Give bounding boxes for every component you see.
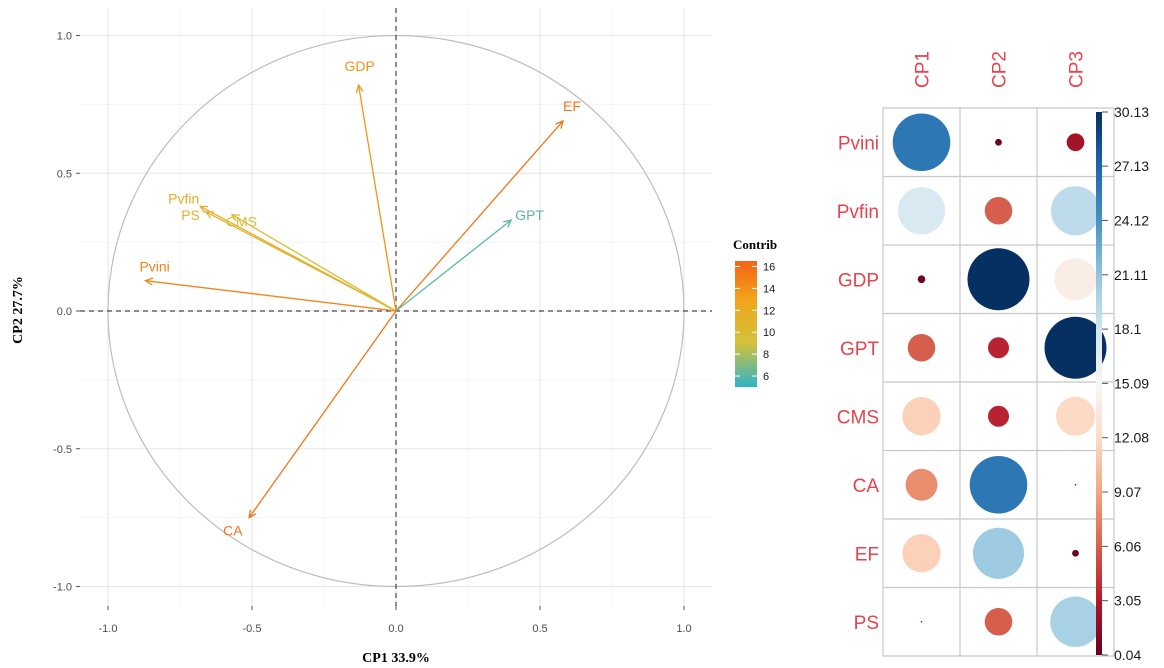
matrix-circle-pvfin-cp3 [1050, 186, 1101, 236]
legend-tick-label: 8 [763, 349, 769, 361]
matrix-circle-cms-cp1 [902, 397, 941, 436]
matrix-circle-gpt-cp1 [907, 333, 936, 362]
legend-tick-label: 10 [763, 327, 775, 339]
matrix-circle-ps-cp1 [920, 620, 923, 623]
label-ef: EF [563, 98, 581, 114]
colorbar-tick-label: 21.11 [1114, 267, 1148, 283]
row-label-ps: PS [854, 613, 879, 634]
label-gpt: GPT [515, 207, 544, 223]
matrix-circle-ps-cp2 [984, 607, 1013, 636]
colorbar-tick-label: 12.08 [1114, 430, 1149, 446]
row-label-ef: EF [855, 544, 879, 565]
legend-tick-label: 14 [763, 283, 775, 295]
legend-colorbar [735, 261, 757, 387]
column-label-cp3: CP3 [1067, 51, 1088, 88]
row-label-pvini: Pvini [838, 133, 879, 154]
column-label-cp2: CP2 [990, 51, 1011, 88]
matrix-colorbar [1096, 112, 1102, 655]
column-label-cp1: CP1 [913, 51, 934, 88]
x-tick-label: 0.5 [532, 623, 547, 635]
arrow-ca: CA [223, 310, 397, 539]
arrow-cms: CMS [226, 214, 397, 312]
matrix-circle-pvini-cp3 [1066, 133, 1085, 152]
colorbar-tick-label: 6.06 [1114, 538, 1141, 554]
colorbar-tick-label: 27.13 [1114, 158, 1149, 174]
x-tick-label: 0.0 [388, 623, 403, 635]
legend-ticks: 6 8 10 12 14 16 [735, 261, 775, 383]
y-axis-ticks: -1.0 -0.5 0.0 0.5 1.0 [53, 31, 80, 594]
row-label-cms: CMS [837, 407, 879, 428]
matrix-colorbar-ticks: 30.13 27.13 24.12 21.11 18.1 15.09 12.08 9.07 6.… [1102, 104, 1149, 663]
matrix-circle-pvini-cp2 [995, 138, 1002, 146]
matrix-circle-ps-cp3 [1050, 596, 1101, 647]
matrix-circles [892, 113, 1107, 647]
x-axis-ticks: -1.0 -0.5 0.0 0.5 1.0 [99, 606, 692, 635]
colorbar-tick-label: 9.07 [1114, 484, 1141, 500]
row-label-gpt: GPT [840, 339, 879, 360]
row-label-pvfin: Pvfin [837, 202, 879, 223]
row-label-gdp: GDP [838, 270, 879, 291]
y-tick-label: -0.5 [53, 444, 72, 456]
column-labels: CP1 CP2 CP3 [913, 51, 1088, 88]
matrix-circle-gdp-cp1 [917, 275, 926, 284]
label-ca: CA [223, 523, 243, 539]
label-gdp: GDP [345, 58, 375, 74]
matrix-circle-pvfin-cp2 [984, 196, 1013, 225]
legend-tick-label: 16 [763, 261, 775, 273]
arrow-ps: PS [181, 207, 397, 312]
label-pvfin: Pvfin [168, 190, 199, 206]
matrix-circle-ca-cp2 [969, 455, 1028, 514]
matrix-circle-cms-cp2 [987, 405, 1010, 427]
matrix-circle-cms-cp3 [1055, 396, 1096, 436]
matrix-circle-gdp-cp3 [1054, 258, 1097, 301]
matrix-circle-ef-cp1 [902, 534, 941, 573]
matrix-circle-ca-cp1 [905, 468, 938, 501]
colorbar-tick-label: 3.05 [1114, 593, 1141, 609]
colorbar-tick-label: 24.12 [1114, 212, 1149, 228]
arrow-pvini: Pvini [139, 259, 397, 312]
row-label-ca: CA [853, 476, 880, 497]
arrow-ef: EF [395, 98, 581, 312]
matrix-circle-pvfin-cp1 [897, 187, 946, 235]
colorbar-tick-label: 0.04 [1114, 647, 1141, 663]
legend-tick-label: 6 [763, 371, 769, 383]
row-labels: Pvini Pvfin GDP GPT CMS CA EF PS [837, 133, 880, 634]
y-tick-label: 0.0 [57, 306, 72, 318]
contrib-legend: Contrib 6 8 10 12 14 16 [733, 237, 777, 387]
label-pvini: Pvini [139, 259, 169, 275]
y-tick-label: 0.5 [57, 168, 72, 180]
matrix-circle-pvini-cp1 [892, 113, 951, 172]
matrix-circle-ef-cp2 [972, 527, 1025, 579]
x-tick-label: -1.0 [99, 623, 118, 635]
matrix-circle-ef-cp3 [1072, 549, 1079, 557]
y-tick-label: -1.0 [53, 582, 72, 594]
arrow-gpt: GPT [395, 207, 544, 312]
y-axis-title: CP2 27.7% [11, 276, 26, 344]
arrow-gdp: GDP [345, 58, 397, 312]
matrix-circle-gpt-cp2 [987, 337, 1010, 359]
x-tick-label: 1.0 [676, 623, 691, 635]
legend-title: Contrib [733, 237, 777, 252]
matrix-circle-gpt-cp3 [1044, 316, 1107, 379]
x-axis-title: CP1 33.9% [362, 651, 430, 666]
y-tick-label: 1.0 [57, 31, 72, 43]
label-cms: CMS [226, 214, 257, 230]
colorbar-tick-label: 18.1 [1114, 321, 1141, 337]
matrix-grid [882, 107, 1115, 657]
label-ps: PS [181, 207, 200, 223]
colorbar-tick-label: 15.09 [1114, 375, 1149, 391]
legend-tick-label: 12 [763, 305, 775, 317]
matrix-circle-ca-cp3 [1074, 483, 1077, 486]
colorbar-tick-label: 30.13 [1114, 104, 1149, 120]
x-tick-label: -0.5 [243, 623, 262, 635]
matrix-circle-gdp-cp2 [967, 248, 1030, 311]
correlation-matrix-panel: CP1 CP2 CP3 Pvini Pvfin GDP GPT CMS CA EF PS 30.1… [837, 51, 1149, 663]
